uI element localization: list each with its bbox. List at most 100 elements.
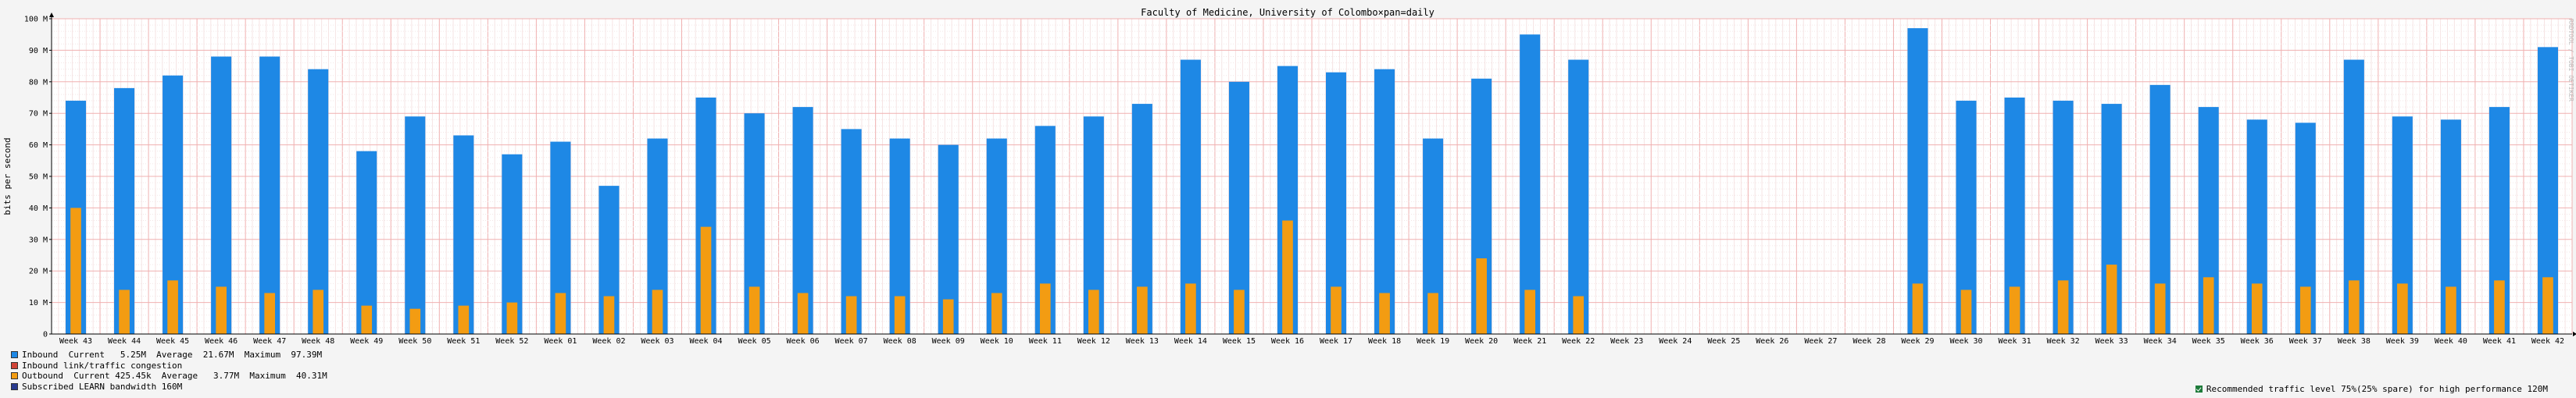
outbound-bar [2446, 286, 2456, 334]
outbound-bar [1379, 293, 1390, 334]
outbound-bar [1912, 283, 1924, 334]
x-tick-label: Week 03 [641, 337, 673, 346]
legend-text: Subscribed LEARN bandwidth 160M [22, 381, 183, 392]
x-tick-label: Week 14 [1174, 337, 1207, 346]
traffic-chart: 0 10 M 20 M 30 M 40 M 50 M 60 M 70 M 80 M 90 M 100… [2, 7, 2576, 346]
outbound-bar [1960, 290, 1972, 334]
outbound-bar [1427, 293, 1438, 334]
y-axis-label: bits per second [2, 137, 13, 215]
x-tick-label: Week 29 [1901, 337, 1934, 346]
x-tick-label: Week 02 [592, 337, 625, 346]
x-tick-label: Week 17 [1320, 337, 1352, 346]
rrdtool-watermark: RRDTOOL / TOBI OETIKER [2567, 19, 2574, 101]
inbound-swatch [11, 351, 18, 359]
outbound-bar [264, 293, 275, 334]
x-tick-label: Week 31 [1998, 337, 2031, 346]
recommendation-note: Recommended traffic level 75%(25% spare)… [2195, 384, 2548, 394]
axis-layer: 0 10 M 20 M 30 M 40 M 50 M 60 M 70 M 80 M 90 M 100… [24, 12, 2576, 346]
x-tick-label: Week 09 [932, 337, 965, 346]
x-tick-label: Week 21 [1513, 337, 1546, 346]
x-tick-label: Week 16 [1271, 337, 1304, 346]
congestion-swatch [11, 361, 18, 369]
x-tick-label: Week 06 [787, 337, 820, 346]
x-tick-label: Week 07 [835, 337, 868, 346]
inbound-bar [1568, 59, 1589, 335]
inbound-bar [453, 135, 474, 334]
outbound-bar [1573, 296, 1585, 334]
outbound-bar [1185, 283, 1196, 334]
x-tick-label: Week 50 [398, 337, 431, 346]
outbound-bar [506, 302, 518, 334]
outbound-bar [458, 305, 470, 334]
legend-item-congestion: Inbound link/traffic congestion [11, 361, 327, 371]
x-tick-label: Week 20 [1465, 337, 1498, 346]
outbound-bar [167, 280, 178, 334]
outbound-bar [942, 299, 954, 334]
legend-item-outbound: Outbound Current 425.45k Average 3.77M M… [11, 371, 327, 382]
x-tick-label: Week 28 [1853, 337, 1885, 346]
y-tick-label: 100 M [24, 16, 48, 24]
x-tick-label: Week 45 [156, 337, 189, 346]
y-tick-label: 40 M [29, 204, 48, 213]
y-axis-arrow [49, 12, 54, 17]
bars-layer [65, 28, 2559, 335]
outbound-bar [2203, 277, 2214, 334]
legend-item-subscribed: Subscribed LEARN bandwidth 160M [11, 382, 327, 393]
outbound-bar [555, 293, 566, 334]
x-tick-label: Week 35 [2192, 337, 2225, 346]
inbound-bar [1907, 28, 1928, 335]
x-axis-arrow [2573, 332, 2576, 336]
outbound-bar [2349, 280, 2360, 334]
x-tick-label: Week 05 [738, 337, 770, 346]
outbound-bar [2106, 265, 2117, 334]
inbound-bar [1520, 34, 1541, 334]
x-tick-label: Week 19 [1417, 337, 1449, 346]
x-tick-label: Week 01 [544, 337, 577, 346]
x-tick-label: Week 30 [1949, 337, 1982, 346]
outbound-bar [1331, 286, 1342, 334]
outbound-bar [1476, 258, 1487, 334]
x-tick-label: Week 51 [447, 337, 480, 346]
x-tick-label: Week 38 [2338, 337, 2371, 346]
x-tick-label: Week 11 [1029, 337, 1062, 346]
outbound-bar [216, 286, 227, 334]
outbound-bar [2397, 283, 2408, 334]
outbound-bar [1088, 290, 1099, 334]
x-tick-label: Week 08 [884, 337, 916, 346]
y-tick-label: 80 M [29, 78, 48, 87]
y-tick-label: 20 M [29, 268, 48, 276]
legend-text: Inbound link/traffic congestion [22, 360, 183, 371]
outbound-bar [2542, 277, 2553, 334]
inbound-bar [405, 116, 426, 335]
outbound-bar [749, 286, 760, 334]
outbound-bar [797, 293, 809, 334]
x-tick-label: Week 15 [1223, 337, 1256, 346]
x-tick-label: Week 23 [1610, 337, 1643, 346]
x-tick-label: Week 34 [2144, 337, 2177, 346]
outbound-bar [1524, 290, 1535, 334]
outbound-bar [2057, 280, 2069, 334]
y-tick-label: 90 M [29, 47, 48, 55]
x-tick-label: Week 44 [108, 337, 141, 346]
inbound-bar [356, 151, 377, 334]
legend-item-inbound: Inbound Current 5.25M Average 21.67M Max… [11, 350, 327, 361]
outbound-bar [603, 296, 615, 334]
outbound-bar [652, 290, 663, 334]
x-tick-label: Week 24 [1659, 337, 1692, 346]
outbound-bar [2009, 286, 2020, 334]
outbound-swatch [11, 372, 18, 380]
x-tick-label: Week 49 [350, 337, 383, 346]
y-tick-label: 60 M [29, 141, 48, 150]
outbound-bar [119, 290, 130, 334]
y-tick-label: 50 M [29, 173, 48, 182]
outbound-bar [991, 293, 1002, 334]
x-tick-label: Week 41 [2483, 337, 2516, 346]
x-tick-label: Week 42 [2531, 337, 2564, 346]
recommendation-text: Recommended traffic level 75%(25% spare)… [2206, 384, 2548, 394]
check-icon [2195, 386, 2203, 393]
x-tick-label: Week 36 [2241, 337, 2274, 346]
chart-title: Faculty of Medicine, University of Colom… [1141, 7, 1434, 18]
outbound-bar [409, 308, 421, 334]
subscribed-swatch [11, 382, 18, 390]
x-tick-label: Week 39 [2386, 337, 2419, 346]
